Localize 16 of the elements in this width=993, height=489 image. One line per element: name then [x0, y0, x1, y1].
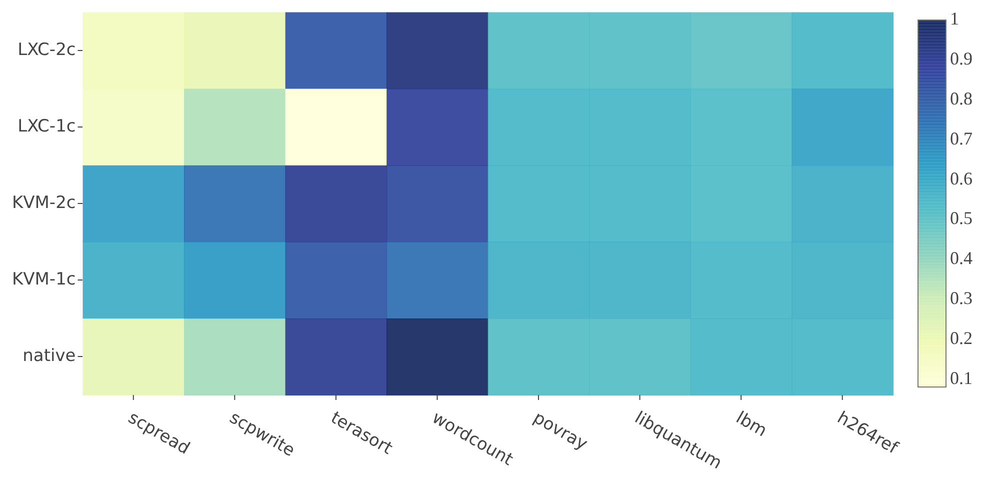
color-bar-label: 0.8: [950, 88, 972, 109]
color-bar-label: 0.6: [950, 168, 972, 188]
y-tick-label: native: [22, 346, 76, 366]
color-bar-label: 0.5: [950, 208, 972, 228]
color-bar-label: 0.1: [950, 368, 972, 388]
color-bar-label: 0.7: [950, 128, 972, 148]
color-bar-label: 0.4: [950, 248, 972, 268]
y-tick-label: KVM-2c: [12, 193, 76, 214]
color-bar-label: 0.3: [950, 288, 972, 308]
y-tick-label: LXC-2c: [18, 40, 76, 60]
color-bar-label: 1: [950, 8, 959, 29]
color-bar-label: 0.2: [950, 328, 972, 348]
color-bar-label: 0.9: [950, 48, 972, 69]
y-tick-label: LXC-1c: [18, 116, 76, 136]
x-tick-label: lbm: [732, 408, 770, 442]
y-tick-label: KVM-1c: [12, 270, 76, 290]
